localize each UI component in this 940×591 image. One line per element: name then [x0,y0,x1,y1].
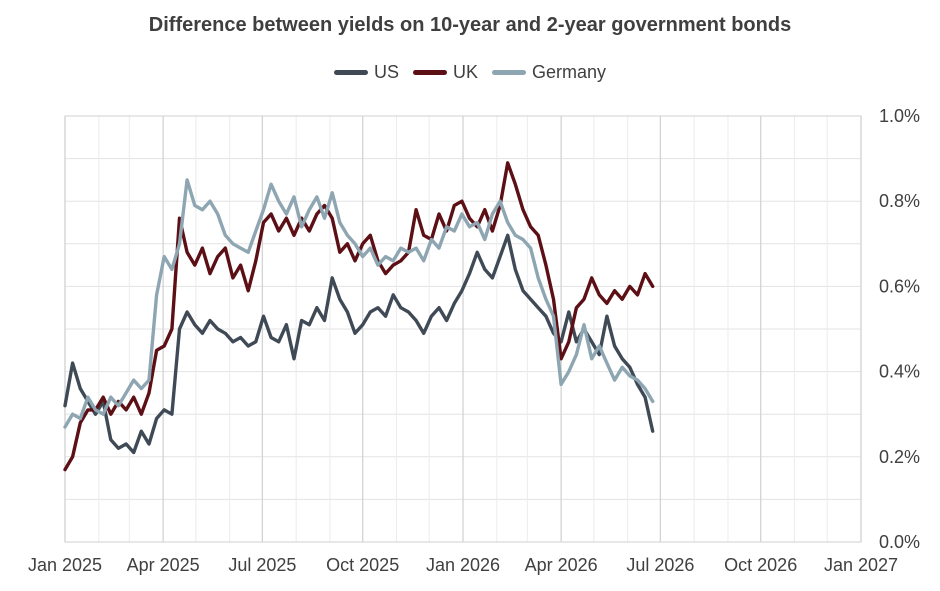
x-tick-label: Apr 2025 [127,555,200,575]
legend: US UK Germany [0,62,940,83]
y-tick-label: 0.8% [879,191,920,211]
legend-swatch-germany [492,70,526,75]
x-tick-label: Oct 2025 [326,555,399,575]
legend-item-uk: UK [412,62,478,83]
x-tick-label: Jan 2026 [426,555,500,575]
x-tick-label: Jul 2025 [228,555,296,575]
legend-label-uk: UK [452,62,478,82]
legend-item-us: US [333,62,399,83]
series-line-germany [63,178,655,429]
y-tick-label: 0.6% [879,276,920,296]
legend-item-germany: Germany [492,62,606,83]
x-tick-label: Jul 2026 [626,555,694,575]
x-tick-label: Jan 2025 [28,555,102,575]
legend-label-us: US [373,62,399,82]
y-tick-label: 0.4% [879,362,920,382]
x-tick-label: Jan 2027 [824,555,898,575]
chart-title: Difference between yields on 10-year and… [148,14,792,36]
y-tick-label: 0.2% [879,447,920,467]
legend-label-germany: Germany [532,62,607,82]
x-tick-label: Apr 2026 [525,555,598,575]
legend-swatch-uk [412,70,447,75]
plot-border [64,115,862,543]
y-tick-label: 0.0% [879,532,920,552]
legend-swatch-us [333,70,368,75]
x-tick-label: Oct 2026 [724,555,797,575]
y-tick-label: 1.0% [879,106,920,126]
